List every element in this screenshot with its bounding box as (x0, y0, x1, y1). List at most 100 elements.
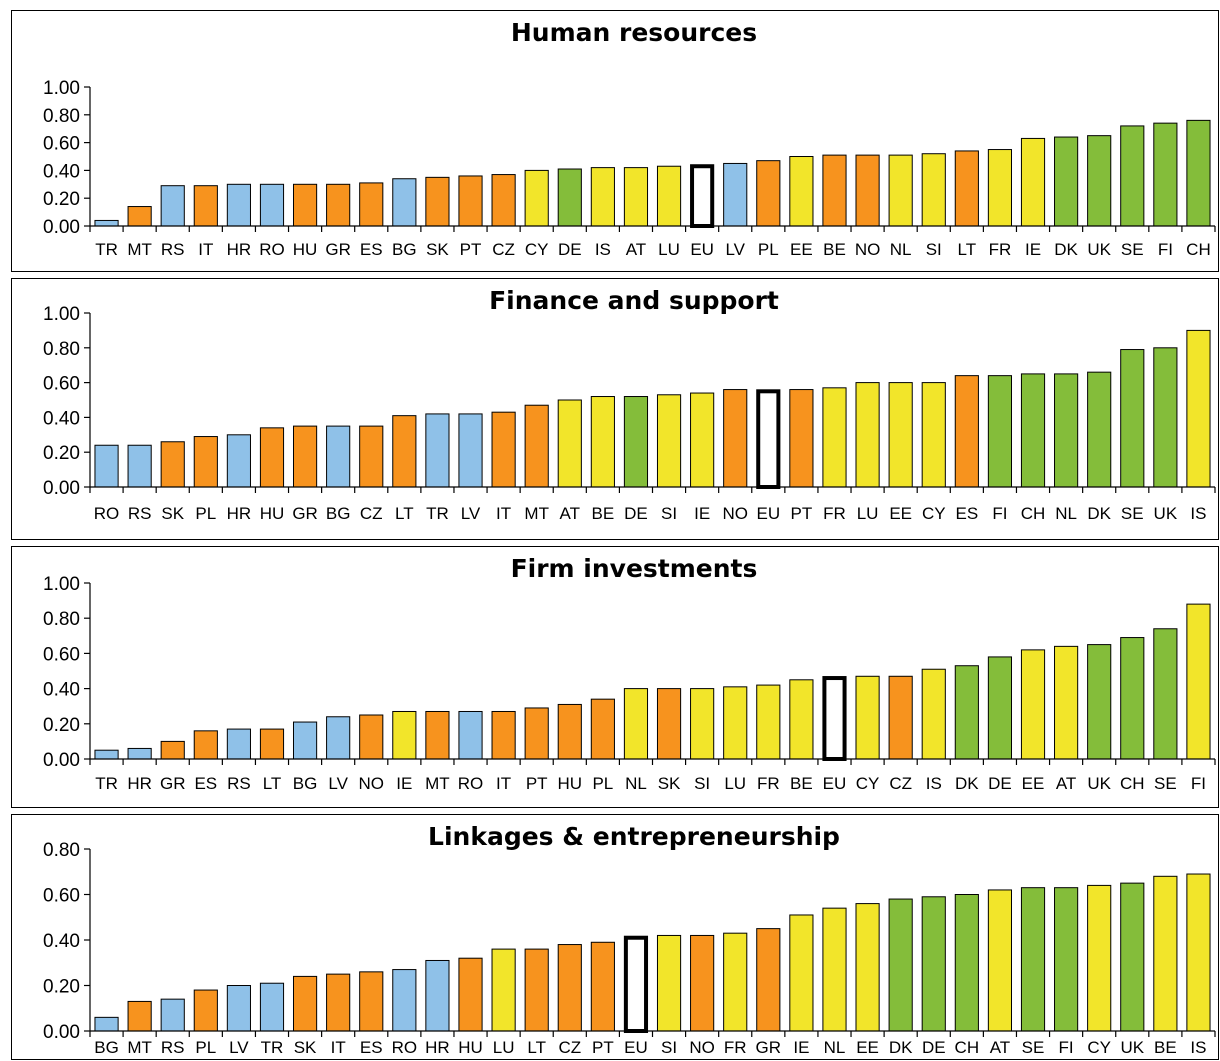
x-category-label: BE (790, 774, 813, 793)
x-category-label: SE (1022, 1038, 1045, 1057)
bar-cz (557, 944, 582, 1032)
bar-pl (193, 989, 218, 1032)
chart-svg: Firm investments 0.00 0.20 0.40 0.60 0.80 1.00… (43, 554, 1216, 793)
x-category-label: CZ (360, 504, 383, 523)
x-category-label: AT (1056, 774, 1076, 793)
bar-ie (1020, 137, 1046, 227)
x-category-label: EU (690, 240, 714, 259)
x-category-label: SE (1154, 774, 1177, 793)
bar-cy (524, 169, 549, 227)
y-tick-label: 0.80 (43, 106, 80, 127)
x-category-label: IT (331, 1038, 346, 1057)
bar-uk (1087, 135, 1112, 227)
x-category-label: HU (260, 504, 285, 523)
x-category-label: ES (360, 240, 383, 259)
x-category-label: RS (128, 504, 152, 523)
bar-se (1153, 628, 1178, 760)
x-category-label: NO (689, 1038, 715, 1057)
bar-se (1020, 887, 1046, 1032)
x-category-label: CH (1021, 504, 1046, 523)
bar-hu (259, 427, 285, 488)
y-tick-label: 0.60 (43, 374, 80, 395)
x-category-label: CY (1087, 1038, 1111, 1057)
bar-ie (690, 392, 715, 488)
bar-cz (359, 425, 384, 488)
x-category-label: LV (229, 1038, 249, 1057)
chart-title: Firm investments (511, 554, 758, 583)
bar-ch (954, 894, 979, 1032)
x-category-label: PT (460, 240, 482, 259)
bar-si (690, 688, 715, 760)
x-category-label: PL (592, 774, 613, 793)
bar-fr (987, 149, 1013, 227)
x-category-label: SK (161, 504, 184, 523)
x-category-label: PT (526, 774, 548, 793)
bar-tr (94, 749, 119, 760)
bar-gr (292, 425, 318, 488)
bar-hu (292, 183, 318, 227)
x-category-label: AT (560, 504, 580, 523)
bar-eu (756, 389, 781, 489)
x-category-label: CY (922, 504, 946, 523)
bar-ro (392, 969, 417, 1032)
x-category-label: SK (294, 1038, 317, 1057)
bar-lu (491, 948, 516, 1032)
chart-title: Human resources (511, 18, 757, 47)
x-category-label: LT (958, 240, 977, 259)
bar-pt (524, 707, 549, 760)
x-category-label: UK (1120, 1038, 1144, 1057)
y-tick-label: 0.00 (43, 478, 80, 499)
bar-pt (789, 389, 814, 488)
x-category-label: DK (955, 774, 979, 793)
x-category-label: AT (626, 240, 646, 259)
x-category-label: DE (624, 504, 648, 523)
chart-panel-human-resources: Human resources 0.00 0.20 0.40 0.60 0.80 1.00 T… (11, 10, 1219, 272)
x-category-label: LV (461, 504, 481, 523)
bar-fi (1153, 122, 1178, 227)
x-category-label: CY (856, 774, 880, 793)
y-tick-label: 0.20 (43, 715, 80, 736)
bar-fi (1186, 603, 1211, 760)
bar-rs (160, 998, 185, 1032)
bar-lv (723, 162, 748, 227)
bar-lu (723, 686, 748, 760)
bar-pt (458, 175, 483, 227)
x-category-label: RO (458, 774, 484, 793)
x-category-label: BG (94, 1038, 119, 1057)
bar-mt (127, 206, 152, 227)
bar-gr (756, 928, 781, 1032)
x-category-label: HR (227, 240, 252, 259)
bar-ee (1020, 649, 1046, 760)
bar-pl (756, 160, 781, 227)
bar-lt (954, 150, 979, 227)
x-category-label: HR (425, 1038, 450, 1057)
x-category-label: BG (326, 504, 351, 523)
bar-lu (656, 165, 682, 227)
x-category-label: BE (592, 504, 615, 523)
bar-hr (127, 747, 152, 760)
bar-nl (888, 154, 913, 227)
chart-panel-finance-and-support: Finance and support 0.00 0.20 0.40 0.60 0.80 1… (11, 278, 1219, 540)
x-category-label: IS (926, 774, 942, 793)
x-category-label: SK (658, 774, 681, 793)
x-category-label: EE (856, 1038, 879, 1057)
bar-nl (623, 688, 649, 760)
y-tick-label: 0.60 (43, 134, 80, 155)
x-category-label: FI (1059, 1038, 1074, 1057)
x-category-label: IS (1190, 1038, 1206, 1057)
bar-dk (888, 898, 913, 1032)
bar-rs (160, 185, 185, 227)
bar-bg (94, 1016, 119, 1032)
bar-cz (888, 675, 913, 760)
bar-nl (1054, 373, 1079, 488)
x-category-label: SK (426, 240, 449, 259)
x-category-label: BE (823, 240, 846, 259)
bar-is (1186, 873, 1211, 1032)
y-tick-label: 0.60 (43, 644, 80, 665)
x-category-label: CZ (492, 240, 515, 259)
bar-bg (292, 721, 318, 760)
y-tick-label: 0.80 (43, 840, 80, 861)
x-category-label: CY (525, 240, 549, 259)
x-category-label: CH (1120, 774, 1145, 793)
x-category-label: MT (425, 774, 450, 793)
